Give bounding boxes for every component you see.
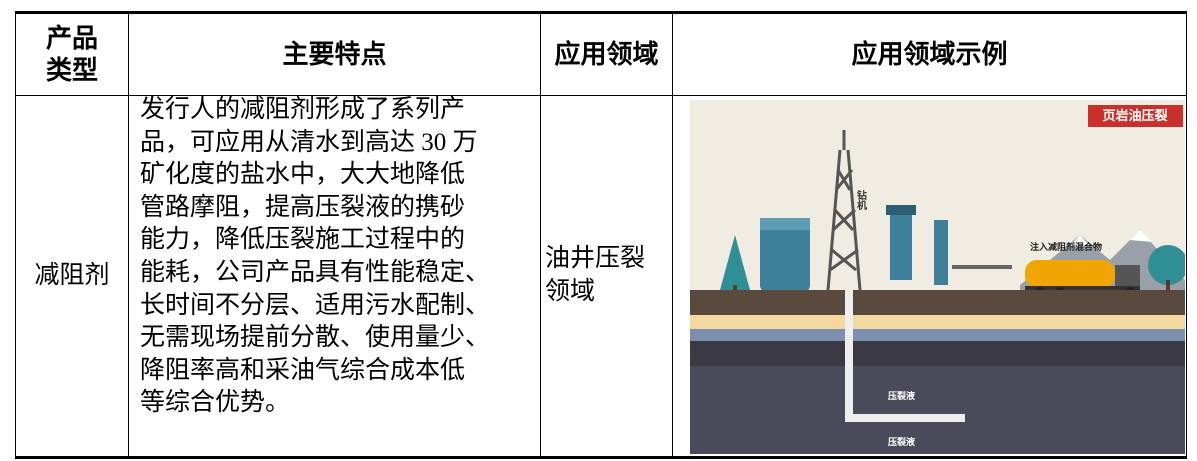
feature-line: 发行人的减阻剂形成了系列产 — [140, 96, 466, 123]
top-rule — [15, 11, 1187, 14]
feature-line: 能耗，公司产品具有性能稳定、 — [140, 258, 491, 286]
feature-line: 长时间不分层、适用污水配制、 — [140, 291, 491, 319]
feature-line: 能力，降低压裂施工过程中的 — [140, 226, 466, 254]
col-rule — [15, 11, 16, 459]
header-cell: 产品类型 — [16, 14, 128, 95]
illustration-label: 压裂液 — [888, 390, 916, 402]
bottom-rule — [15, 456, 1187, 459]
header-text: 应用领域 — [554, 39, 659, 70]
col-rule — [1186, 11, 1187, 459]
header-cell: 主要特点 — [129, 14, 540, 95]
feature-line: 降阻率高和采油气综合成本低 — [140, 356, 466, 384]
application: 油井压裂领域 — [545, 96, 653, 456]
illustration-label: 页岩油压裂 — [1102, 108, 1168, 124]
illustration-label: 钻机 — [855, 189, 867, 211]
illustration-label: 注入减阻剂混合物 — [1030, 241, 1102, 253]
illustration-label: 压裂液 — [888, 436, 916, 448]
feature-line: 管路摩阻，提高压裂液的携砂 — [140, 193, 466, 221]
header-cell: 应用领域示例 — [673, 14, 1186, 95]
features: 发行人的减阻剂形成了系列产 品，可应用从清水到高达 30 万矿化度的盐水中，大大地… — [140, 94, 532, 420]
feature-line: 等综合优势。 — [140, 389, 291, 417]
feature-line: 无需现场提前分散、使用量少、 — [140, 324, 491, 352]
product-type: 减阻剂 — [16, 96, 128, 456]
header-text: 应用领域示例 — [851, 39, 1008, 70]
header-text: 主要特点 — [282, 39, 387, 70]
header-cell: 应用领域 — [541, 14, 672, 95]
cell-text: 油井压裂领域 — [545, 245, 646, 305]
header-text: 产品类型 — [45, 23, 98, 86]
feature-line: 矿化度的盐水中，大大地降低 — [140, 161, 466, 189]
cell-text: 减阻剂 — [34, 261, 110, 289]
feature-line: 品，可应用从清水到高达 30 万 — [140, 128, 478, 156]
col-rule — [672, 11, 673, 459]
illustration: 页岩油压裂 钻机 注入减阻剂混合物 压裂液 压裂液 — [690, 100, 1185, 454]
col-rule — [128, 11, 129, 459]
col-rule — [540, 11, 541, 459]
header-rule — [15, 95, 1187, 96]
